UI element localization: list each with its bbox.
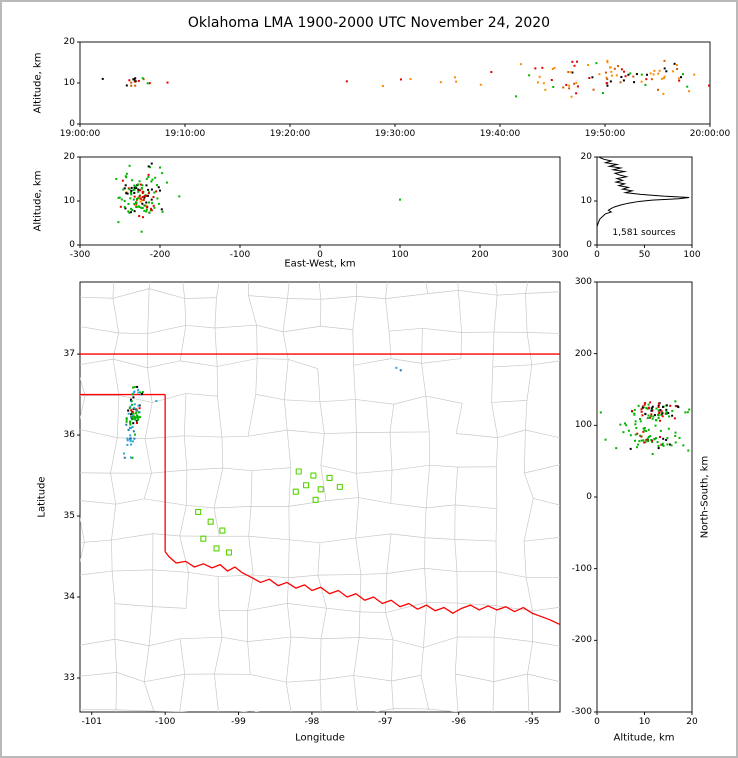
ns_height-ytick-label: -300	[571, 707, 592, 717]
ns_height-xtick-label: 0	[594, 717, 600, 727]
plan_view-ytick-label: 37	[63, 349, 75, 360]
ew_height-xtick-label: 0	[317, 250, 323, 260]
alt_histogram-ytick-label: 10	[580, 196, 592, 206]
ew_height-xtick-label: -300	[69, 250, 91, 260]
time_height-xtick-label: 19:50:00	[584, 129, 626, 139]
plan_view-ytick-label: 35	[63, 511, 75, 522]
time_height-ytick-label: 0	[69, 119, 75, 129]
alt_histogram-xtick-label: 100	[683, 250, 701, 260]
ns_height-ytick-label: 0	[586, 492, 592, 502]
alt_histogram-xtick-label: 0	[594, 250, 600, 260]
ew_height-xtick-label: 300	[551, 250, 569, 260]
plan_view-xtick-label: -97	[377, 717, 393, 727]
ns_height-ytick-label: 200	[574, 348, 592, 359]
plan_view-xtick-label: -99	[231, 717, 246, 727]
plan_view-ytick-label: 34	[63, 592, 75, 602]
ew_height-ytick-label: 0	[69, 240, 75, 250]
ew_height-ytick-label: 10	[63, 196, 75, 206]
time_height-xtick-label: 19:10:00	[164, 129, 206, 139]
ns_height-ytick-label: 100	[574, 420, 592, 431]
time-panel-ylabel: Altitude, km	[32, 52, 44, 114]
alt_histogram-xtick-label: 50	[638, 250, 651, 260]
plan_view-ytick-label: 33	[63, 672, 75, 683]
ew_height-xtick-label: 100	[391, 250, 409, 260]
time_height-xtick-label: 19:00:00	[59, 129, 101, 139]
time_height-xtick-label: 19:40:00	[479, 129, 521, 139]
ew_height-xtick-label: -200	[149, 250, 171, 260]
plan_view-ytick-label: 36	[63, 430, 75, 441]
ew_height-xtick-label: 200	[471, 250, 489, 260]
ew-panel-ylabel: Altitude, km	[32, 170, 44, 232]
time_height-ytick-label: 10	[63, 78, 75, 88]
plan_view-xtick-label: -98	[304, 717, 320, 727]
plan_view-xtick-label: -96	[451, 717, 467, 727]
ns_height-xtick-label: 10	[638, 717, 651, 727]
alt_histogram-ytick-label: 20	[580, 152, 592, 162]
map-ylabel: Latitude	[36, 476, 48, 518]
ns_height-xtick-label: 20	[686, 717, 698, 727]
source-count-label: 1,581 sources	[612, 228, 676, 238]
ew_height-ytick-label: 20	[63, 152, 75, 162]
ew-panel-xlabel: East-West, km	[284, 258, 356, 270]
ns_height-ytick-label: 300	[574, 277, 592, 287]
ew_height-xtick-label: -100	[229, 250, 251, 260]
plan_view-xtick-label: -100	[154, 717, 176, 727]
ns-panel-xlabel: Altitude, km	[613, 732, 675, 744]
time_height-xtick-label: 19:30:00	[374, 129, 416, 139]
time_height-ytick-label: 20	[63, 37, 75, 47]
time_height-xtick-label: 19:20:00	[269, 129, 311, 139]
ns-panel-ylabel: North-South, km	[699, 455, 711, 539]
ns_height-ytick-label: -200	[571, 635, 592, 646]
time_height-xtick-label: 20:00:00	[689, 129, 731, 139]
ns_height-ytick-label: -100	[571, 563, 592, 574]
alt_histogram-ytick-label: 0	[586, 240, 592, 250]
plan_view-xtick-label: -95	[524, 717, 540, 727]
figure-title: Oklahoma LMA 1900-2000 UTC November 24, …	[187, 15, 551, 31]
plan_view-xtick-label: -101	[81, 717, 102, 727]
map-xlabel: Longitude	[295, 732, 345, 744]
